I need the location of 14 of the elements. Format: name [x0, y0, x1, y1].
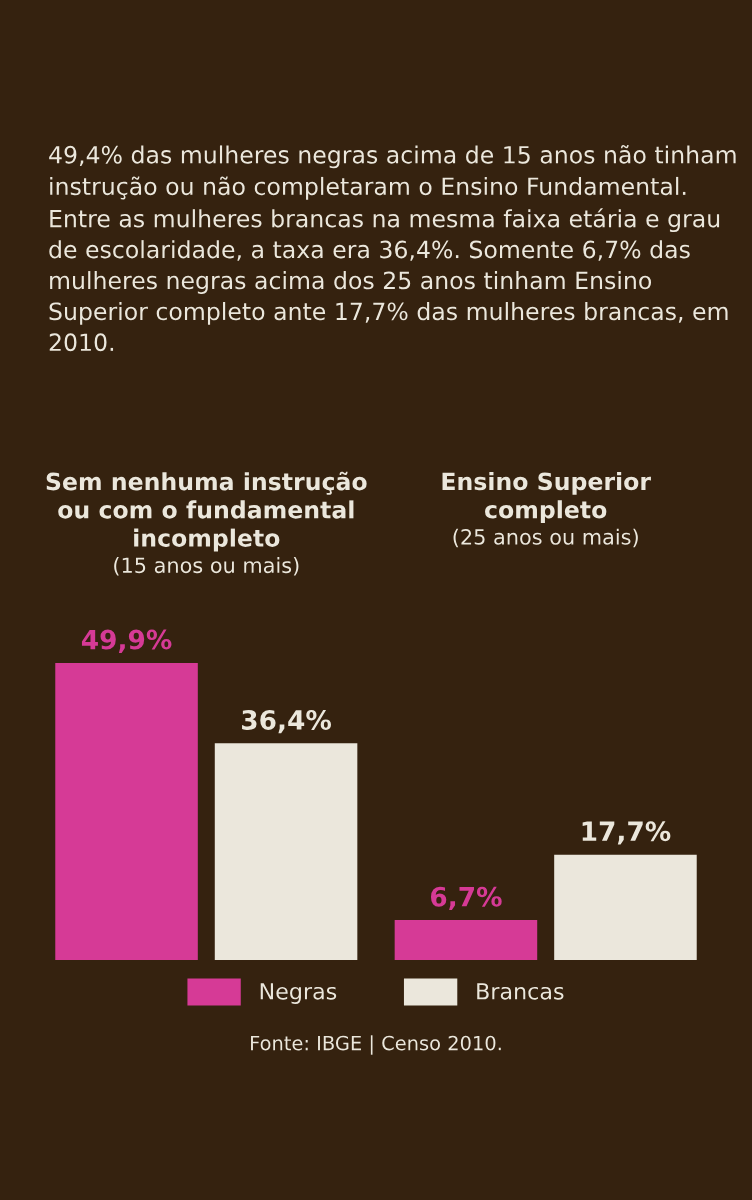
legend-label: Brancas	[477, 983, 564, 1000]
bar	[55, 662, 198, 960]
legend-label: Negras	[260, 983, 337, 1004]
bar	[394, 920, 538, 960]
x-tick-label: Ensino Superior completo (25 anos ou mais)	[442, 472, 651, 548]
data-label: 17,7%	[582, 821, 671, 845]
source-note: Fonte: IBGE | Censo 2010.	[251, 1035, 501, 1055]
data-label: 49,9%	[81, 629, 172, 653]
data-label: 6,7%	[430, 886, 502, 911]
data-label: 36,4%	[242, 709, 331, 734]
bar	[554, 854, 697, 960]
chart-title: 49,4% das mulheres negras acima de 15 anos não tinham instrução ou não completaram o Ensino Fundamental. Entre as mulheres brancas na mesma faixa etária e grau de escolaridade, a taxa era 36,4%. Somente 6,7% das mulheres negras acima dos 25 anos tinham Ensino Superior completo ante 17,7% das mulheres brancas, em 2010.	[49, 145, 736, 352]
bar	[214, 743, 358, 960]
x-tick-label: Sem nenhuma instrução ou com o fundamental incompleto (15 anos ou mais)	[46, 471, 367, 576]
